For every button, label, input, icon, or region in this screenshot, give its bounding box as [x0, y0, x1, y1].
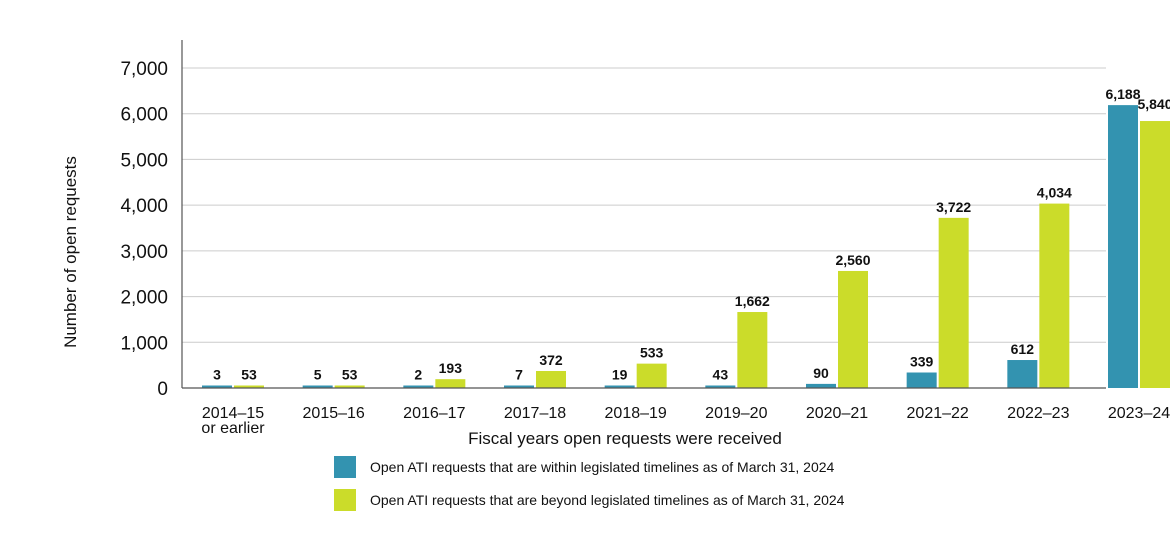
data-label: 3,722	[936, 199, 971, 215]
x-tick-label: 2019–20	[705, 405, 767, 422]
bar-beyond-8	[1039, 203, 1070, 388]
legend-label-within: Open ATI requests that are within legisl…	[370, 459, 835, 475]
x-tick-label: 2014–15	[202, 405, 264, 422]
bar-beyond-3	[536, 370, 566, 388]
data-label: 339	[910, 354, 934, 370]
data-label: 193	[439, 360, 463, 376]
x-tick-label: 2018–19	[605, 405, 667, 422]
data-label: 43	[713, 367, 729, 383]
x-tick-label: 2016–17	[403, 405, 465, 422]
bar-beyond-9	[1140, 121, 1170, 389]
bar-beyond-0	[234, 385, 264, 388]
data-label: 2,560	[835, 252, 870, 268]
bar-beyond-2	[435, 379, 466, 388]
bar-within-5	[705, 385, 736, 388]
data-label: 5	[314, 367, 322, 383]
data-label: 19	[612, 367, 628, 383]
bar-within-6	[806, 383, 836, 388]
y-tick-label: 5,000	[120, 150, 168, 171]
data-label: 1,662	[735, 293, 770, 309]
bar-within-4	[604, 385, 635, 388]
data-label: 5,840	[1137, 96, 1170, 112]
y-axis-title: Number of open requests	[61, 156, 80, 348]
legend-swatch-beyond	[334, 489, 356, 511]
legend-item-within: Open ATI requests that are within legisl…	[334, 456, 844, 478]
bar-within-8	[1007, 360, 1038, 388]
legend-swatch-within	[334, 456, 356, 478]
bar-within-9	[1108, 105, 1138, 389]
data-label: 6,188	[1105, 86, 1140, 102]
y-tick-label: 2,000	[120, 288, 168, 309]
y-tick-label: 1,000	[120, 333, 168, 354]
y-tick-label: 4,000	[120, 196, 168, 217]
data-labels: 3 53 5 53 2 193 7 372 19 533 43 1,662 90 2,560 339 3,72…	[213, 86, 1170, 382]
axes: 0 1,000 2,000 3,000 4,000 5,000 6,000 7,000 2014…	[120, 40, 1170, 437]
legend: Open ATI requests that are within legisl…	[334, 456, 844, 522]
y-tick-label: 3,000	[120, 242, 168, 263]
bar-beyond-7	[938, 217, 969, 388]
data-label: 533	[640, 345, 664, 361]
y-tick-label: 7,000	[120, 59, 168, 80]
bar-within-1	[302, 385, 333, 388]
x-tick-label: 2022–23	[1007, 405, 1069, 422]
gridlines	[182, 67, 1106, 343]
x-tick-label: 2020–21	[806, 405, 868, 422]
legend-label-beyond: Open ATI requests that are beyond legisl…	[370, 492, 845, 508]
data-label: 2	[414, 367, 422, 383]
bar-within-2	[403, 385, 434, 388]
legend-item-beyond: Open ATI requests that are beyond legisl…	[334, 489, 844, 511]
bar-beyond-6	[838, 270, 868, 388]
x-tick-label: 2021–22	[907, 405, 969, 422]
bar-beyond-5	[737, 312, 768, 388]
y-tick-label: 6,000	[120, 105, 168, 126]
x-tick-label: or earlier	[201, 420, 265, 437]
x-axis-title: Fiscal years open requests were received	[468, 429, 782, 448]
bar-beyond-4	[636, 363, 667, 388]
data-label: 7	[515, 367, 523, 383]
bars	[202, 105, 1170, 389]
bar-within-3	[504, 385, 534, 388]
x-tick-label: 2017–18	[504, 405, 566, 422]
x-tick-label: 2023–24	[1108, 405, 1170, 422]
data-label: 4,034	[1037, 185, 1072, 201]
bar-beyond-1	[334, 385, 365, 388]
y-tick-label: 0	[157, 379, 168, 400]
bar-within-0	[202, 385, 232, 388]
bar-within-7	[906, 372, 937, 388]
data-label: 372	[539, 352, 563, 368]
data-label: 3	[213, 367, 221, 383]
data-label: 90	[813, 365, 829, 381]
x-tick-label: 2015–16	[303, 405, 365, 422]
data-label: 53	[342, 367, 358, 383]
data-label: 53	[241, 367, 257, 383]
data-label: 612	[1011, 341, 1035, 357]
